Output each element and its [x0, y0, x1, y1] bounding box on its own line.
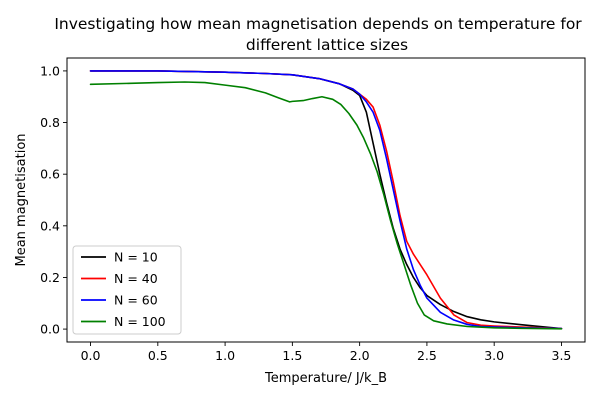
y-tick-label: 0.2 — [40, 270, 60, 285]
y-axis-label: Mean magnetisation — [14, 133, 29, 266]
x-tick-label: 2.0 — [350, 348, 370, 363]
x-tick-label: 2.5 — [417, 348, 437, 363]
x-tick-label: 1.0 — [215, 348, 235, 363]
y-tick-label: 0.4 — [40, 218, 60, 233]
chart-title-line-1: Investigating how mean magnetisation dep… — [54, 15, 582, 33]
legend-label-4: N = 100 — [114, 314, 166, 329]
x-tick-label: 3.5 — [552, 348, 572, 363]
series-line-4 — [89, 81, 563, 330]
x-tick-label: 1.5 — [282, 348, 302, 363]
x-axis-ticks: 0.0 0.5 1.0 1.5 2.0 2.5 3.0 3.5 — [81, 342, 572, 363]
x-tick-label: 0.0 — [81, 348, 101, 363]
legend-label-1: N = 10 — [114, 250, 158, 265]
series-layer — [89, 70, 563, 330]
x-tick-label: 3.0 — [484, 348, 504, 363]
plot-area — [66, 57, 586, 343]
x-tick-label: 0.5 — [148, 348, 168, 363]
legend-label-2: N = 40 — [114, 271, 158, 286]
y-tick-label: 1.0 — [40, 63, 60, 78]
y-tick-label: 0.8 — [40, 115, 60, 130]
legend-label-3: N = 60 — [114, 293, 158, 308]
y-axis-ticks: 0.0 0.2 0.4 0.6 0.8 1.0 — [40, 63, 67, 337]
y-tick-label: 0.0 — [40, 322, 60, 337]
legend: N = 10 N = 40 N = 60 N = 100 — [72, 245, 182, 335]
y-tick-label: 0.6 — [40, 167, 60, 182]
chart-title-line-2: different lattice sizes — [246, 36, 408, 54]
legend-box — [72, 245, 182, 335]
series-line-3 — [89, 70, 563, 330]
x-axis-label: Temperature/ J/k_B — [264, 371, 387, 386]
